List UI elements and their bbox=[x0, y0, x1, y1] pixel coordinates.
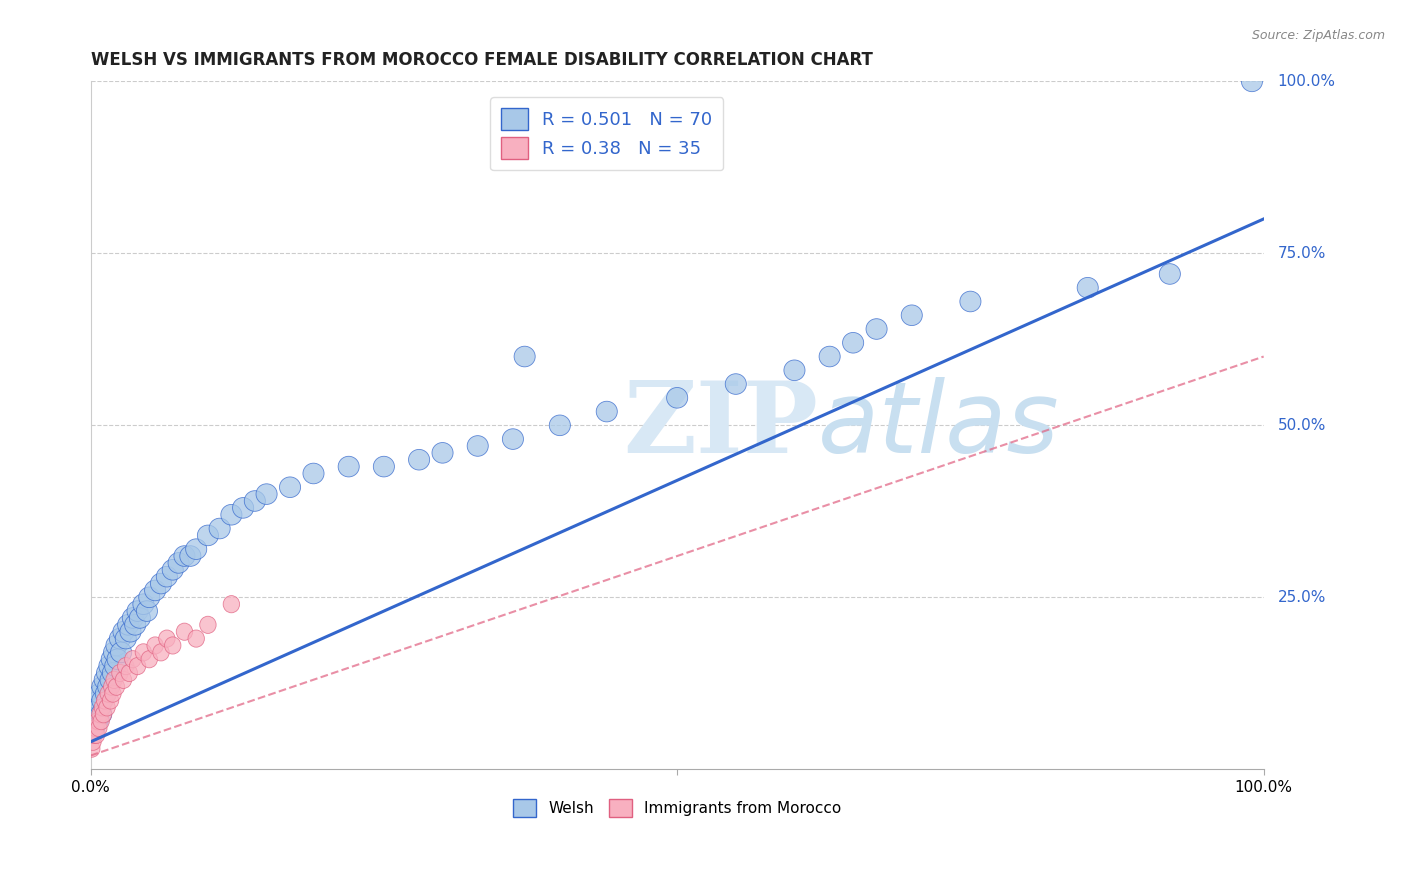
Text: 25.0%: 25.0% bbox=[1278, 590, 1326, 605]
Text: 100.0%: 100.0% bbox=[1278, 74, 1336, 89]
Text: ZIP: ZIP bbox=[623, 376, 818, 474]
Text: 75.0%: 75.0% bbox=[1278, 246, 1326, 260]
Text: atlas: atlas bbox=[818, 376, 1060, 474]
Text: WELSH VS IMMIGRANTS FROM MOROCCO FEMALE DISABILITY CORRELATION CHART: WELSH VS IMMIGRANTS FROM MOROCCO FEMALE … bbox=[90, 51, 873, 69]
Text: Source: ZipAtlas.com: Source: ZipAtlas.com bbox=[1251, 29, 1385, 42]
Text: 50.0%: 50.0% bbox=[1278, 417, 1326, 433]
Legend: Welsh, Immigrants from Morocco: Welsh, Immigrants from Morocco bbox=[506, 793, 848, 823]
